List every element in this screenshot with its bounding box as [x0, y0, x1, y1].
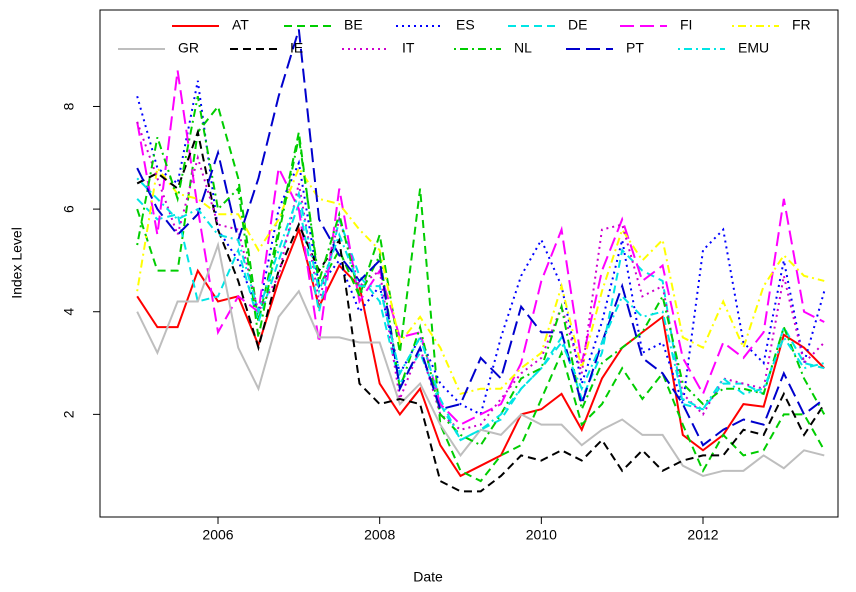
x-tick-label: 2012: [687, 527, 718, 543]
legend-label: NL: [514, 40, 532, 56]
series-line: [136, 104, 826, 483]
x-axis-title: Date: [413, 569, 443, 585]
series-line: [136, 70, 825, 426]
y-tick-label: 2: [61, 410, 77, 418]
legend-label: DE: [568, 17, 587, 33]
legend-label: BE: [344, 17, 363, 33]
y-axis-title: Index Level: [9, 227, 25, 299]
x-tick-label: 2008: [364, 527, 395, 543]
legend-label: FR: [792, 17, 811, 33]
legend-label: IT: [402, 40, 415, 56]
series-line: [136, 165, 825, 396]
x-tick-label: 2006: [202, 527, 233, 543]
y-tick-label: 6: [61, 205, 77, 213]
series-line: [136, 128, 826, 493]
series-line: [136, 241, 825, 478]
series-line: [136, 198, 825, 442]
series-line: [136, 29, 825, 447]
legend-label: EMU: [738, 40, 769, 56]
plot-box: [99, 9, 839, 518]
series-line: [136, 96, 826, 447]
series-line: [136, 121, 825, 431]
legend-label: ES: [456, 17, 475, 33]
legend-label: GR: [178, 40, 199, 56]
series-line: [136, 80, 826, 416]
x-tick-label: 2010: [526, 527, 557, 543]
legend-label: FI: [680, 17, 692, 33]
legend-label: AT: [232, 17, 249, 33]
y-tick-label: 4: [61, 308, 77, 316]
legend-label: PT: [626, 40, 644, 56]
legend-label: IE: [290, 40, 303, 56]
y-tick-label: 8: [61, 102, 77, 110]
